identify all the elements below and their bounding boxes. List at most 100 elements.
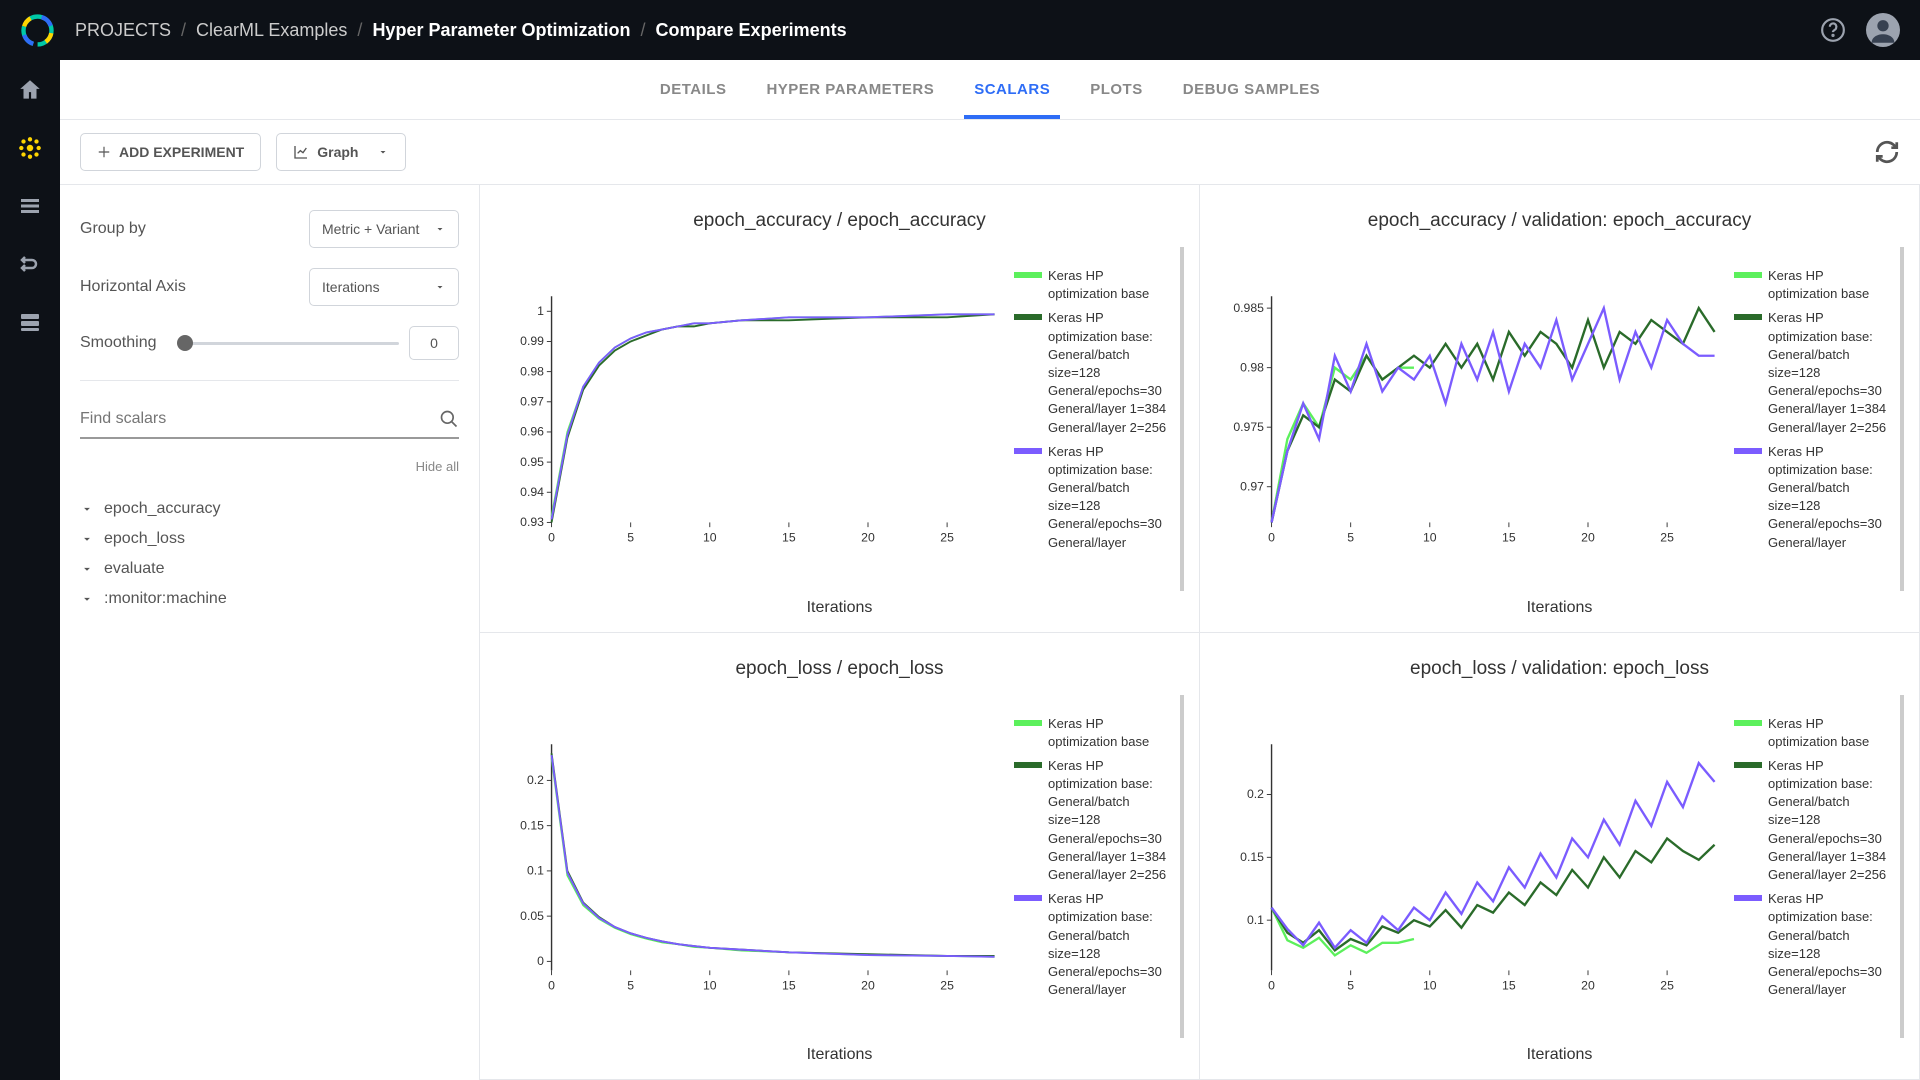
search-input[interactable] bbox=[80, 410, 439, 428]
tab-plots[interactable]: PLOTS bbox=[1090, 61, 1143, 118]
svg-text:0.96: 0.96 bbox=[520, 425, 544, 439]
logo-icon bbox=[20, 13, 55, 48]
refresh-icon[interactable] bbox=[1874, 139, 1900, 165]
svg-text:0.975: 0.975 bbox=[1233, 420, 1264, 434]
svg-text:20: 20 bbox=[1581, 530, 1595, 544]
chevron-down-icon bbox=[377, 146, 389, 158]
breadcrumb-subproject[interactable]: Hyper Parameter Optimization bbox=[372, 20, 630, 41]
tab-scalars[interactable]: SCALARS bbox=[974, 61, 1050, 118]
tab-hyper-parameters[interactable]: HYPER PARAMETERS bbox=[766, 61, 934, 118]
svg-text:0: 0 bbox=[1268, 530, 1275, 544]
scalar-group-label: epoch_loss bbox=[104, 530, 185, 548]
view-mode-dropdown[interactable]: Graph bbox=[276, 133, 406, 171]
legend-label: Keras HP optimization base: General/batc… bbox=[1048, 443, 1175, 552]
svg-text:0.94: 0.94 bbox=[520, 485, 544, 499]
legend-label: Keras HP optimization base bbox=[1768, 715, 1895, 751]
svg-text:0.1: 0.1 bbox=[1247, 912, 1264, 926]
breadcrumb-separator: / bbox=[181, 20, 186, 41]
tab-debug-samples[interactable]: DEBUG SAMPLES bbox=[1183, 61, 1320, 118]
legend-label: Keras HP optimization base: General/batc… bbox=[1048, 757, 1175, 884]
svg-text:0.1: 0.1 bbox=[527, 863, 544, 877]
svg-text:0: 0 bbox=[1268, 978, 1275, 992]
chevron-down-icon bbox=[434, 223, 446, 235]
nav-experiments[interactable] bbox=[15, 133, 45, 163]
svg-text:15: 15 bbox=[782, 978, 796, 992]
legend-label: Keras HP optimization base bbox=[1048, 715, 1175, 751]
breadcrumb-project[interactable]: ClearML Examples bbox=[196, 20, 347, 41]
user-avatar-icon[interactable] bbox=[1866, 13, 1900, 47]
svg-text:5: 5 bbox=[627, 530, 634, 544]
svg-text:0.985: 0.985 bbox=[1233, 301, 1264, 315]
scalar-group-item[interactable]: epoch_accuracy bbox=[80, 494, 459, 524]
svg-text:0.95: 0.95 bbox=[520, 455, 544, 469]
legend-label: Keras HP optimization base: General/batc… bbox=[1768, 443, 1895, 552]
legend-swatch bbox=[1014, 762, 1042, 768]
legend-swatch bbox=[1734, 448, 1762, 454]
chart-title: epoch_accuracy / epoch_accuracy bbox=[495, 200, 1184, 247]
scalar-group-item[interactable]: evaluate bbox=[80, 554, 459, 584]
svg-text:25: 25 bbox=[1660, 978, 1674, 992]
chevron-down-icon bbox=[80, 592, 94, 606]
nav-pipelines[interactable] bbox=[15, 249, 45, 279]
legend-item[interactable]: Keras HP optimization base bbox=[1014, 267, 1175, 303]
breadcrumb-separator: / bbox=[357, 20, 362, 41]
smoothing-slider[interactable] bbox=[177, 342, 400, 345]
svg-text:0.98: 0.98 bbox=[1240, 360, 1264, 374]
svg-text:0.93: 0.93 bbox=[520, 515, 544, 529]
legend-item[interactable]: Keras HP optimization base: General/batc… bbox=[1014, 890, 1175, 999]
legend-swatch bbox=[1014, 272, 1042, 278]
group-by-select[interactable]: Metric + Variant bbox=[309, 210, 459, 248]
tabs: DETAILS HYPER PARAMETERS SCALARS PLOTS D… bbox=[60, 60, 1920, 120]
svg-text:0.97: 0.97 bbox=[1240, 479, 1264, 493]
svg-text:10: 10 bbox=[703, 978, 717, 992]
chart-legend: Keras HP optimization base Keras HP optim… bbox=[1724, 695, 1904, 1039]
svg-text:5: 5 bbox=[1347, 978, 1354, 992]
search-icon bbox=[439, 409, 459, 429]
legend-item[interactable]: Keras HP optimization base: General/batc… bbox=[1734, 890, 1895, 999]
chevron-down-icon bbox=[80, 502, 94, 516]
add-experiment-button[interactable]: ADD EXPERIMENT bbox=[80, 133, 261, 171]
chart-svg: 00.050.10.150.20510152025 bbox=[495, 695, 1004, 1039]
toolbar: ADD EXPERIMENT Graph bbox=[60, 120, 1920, 185]
hide-all-link[interactable]: Hide all bbox=[80, 459, 459, 474]
legend-item[interactable]: Keras HP optimization base: General/batc… bbox=[1734, 757, 1895, 884]
legend-swatch bbox=[1734, 762, 1762, 768]
legend-label: Keras HP optimization base: General/batc… bbox=[1768, 890, 1895, 999]
chart-legend: Keras HP optimization base Keras HP optim… bbox=[1004, 695, 1184, 1039]
breadcrumb-page: Compare Experiments bbox=[656, 20, 847, 41]
legend-item[interactable]: Keras HP optimization base: General/batc… bbox=[1014, 443, 1175, 552]
scalar-group-label: evaluate bbox=[104, 560, 165, 578]
scalar-group-item[interactable]: epoch_loss bbox=[80, 524, 459, 554]
nav-home[interactable] bbox=[15, 75, 45, 105]
chart-xlabel: Iterations bbox=[1215, 1038, 1904, 1064]
legend-item[interactable]: Keras HP optimization base: General/batc… bbox=[1734, 443, 1895, 552]
svg-text:25: 25 bbox=[1660, 530, 1674, 544]
nav-workers[interactable] bbox=[15, 307, 45, 337]
legend-swatch bbox=[1734, 314, 1762, 320]
breadcrumb-projects[interactable]: PROJECTS bbox=[75, 20, 171, 41]
legend-item[interactable]: Keras HP optimization base: General/batc… bbox=[1734, 309, 1895, 436]
legend-label: Keras HP optimization base: General/batc… bbox=[1048, 890, 1175, 999]
scalar-group-label: :monitor:machine bbox=[104, 590, 227, 608]
legend-item[interactable]: Keras HP optimization base: General/batc… bbox=[1014, 309, 1175, 436]
svg-text:0.99: 0.99 bbox=[520, 334, 544, 348]
scalar-group-item[interactable]: :monitor:machine bbox=[80, 584, 459, 614]
smoothing-value[interactable]: 0 bbox=[409, 326, 459, 360]
legend-item[interactable]: Keras HP optimization base bbox=[1734, 267, 1895, 303]
legend-swatch bbox=[1014, 895, 1042, 901]
chart-legend: Keras HP optimization base Keras HP optim… bbox=[1724, 247, 1904, 591]
search-scalars[interactable] bbox=[80, 401, 459, 439]
chart-svg: 0.10.150.20510152025 bbox=[1215, 695, 1724, 1039]
legend-item[interactable]: Keras HP optimization base bbox=[1734, 715, 1895, 751]
legend-item[interactable]: Keras HP optimization base: General/batc… bbox=[1014, 757, 1175, 884]
legend-item[interactable]: Keras HP optimization base bbox=[1014, 715, 1175, 751]
legend-swatch bbox=[1734, 895, 1762, 901]
legend-label: Keras HP optimization base: General/batc… bbox=[1768, 757, 1895, 884]
charts-grid: epoch_accuracy / epoch_accuracy 0.93 0.94 0… bbox=[480, 185, 1920, 1080]
tab-details[interactable]: DETAILS bbox=[660, 61, 727, 118]
horizontal-axis-select[interactable]: Iterations bbox=[309, 268, 459, 306]
svg-text:15: 15 bbox=[1502, 530, 1516, 544]
nav-models[interactable] bbox=[15, 191, 45, 221]
help-icon[interactable] bbox=[1820, 17, 1846, 43]
scalar-group-label: epoch_accuracy bbox=[104, 500, 221, 518]
